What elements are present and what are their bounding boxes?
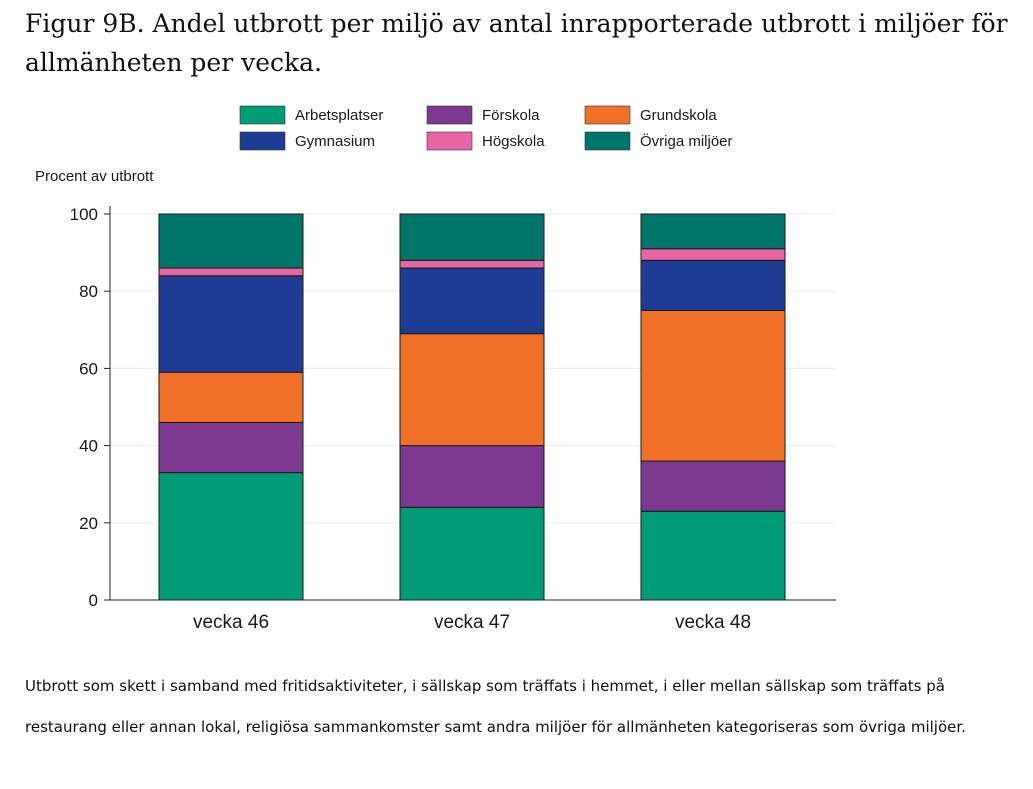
y-tick-label-0: 0 <box>89 591 98 610</box>
bar-vecka-48-forskola <box>640 460 786 512</box>
bar-vecka-47-ovriga-miljoer <box>399 213 545 261</box>
y-tick-label-60: 60 <box>79 359 98 378</box>
axes: 0 20 40 60 80 100 <box>70 205 836 610</box>
y-axis-label: Procent av utbrott <box>35 168 154 185</box>
bar-vecka-48-grundskola <box>640 310 786 462</box>
y-tick-label-40: 40 <box>79 437 98 456</box>
bar-vecka-47-arbetsplatser <box>399 506 545 601</box>
bar-vecka-46-forskola <box>158 421 304 474</box>
legend-swatch-hogskola <box>426 131 473 151</box>
footnote: Utbrott som skett i samband med fritidsa… <box>25 677 966 736</box>
legend-label-gymnasium: Gymnasium <box>295 133 375 150</box>
bar-vecka-46-hogskola <box>158 267 304 277</box>
x-tick-label-vecka-48: vecka 48 <box>675 612 751 633</box>
y-tick-label-20: 20 <box>79 514 98 533</box>
figure-title: Figur 9B. Andel utbrott per miljö av ant… <box>25 9 1008 77</box>
bar-vecka-47-hogskola <box>399 259 545 269</box>
legend-label-grundskola: Grundskola <box>640 107 717 124</box>
bar-vecka-46-arbetsplatser <box>158 472 304 601</box>
bar-vecka-46-grundskola <box>158 371 304 423</box>
bar-vecka-46-gymnasium <box>158 275 304 373</box>
legend-swatch-ovriga-miljoer <box>584 131 631 151</box>
bar-vecka-47-gymnasium <box>399 267 545 335</box>
legend-label-hogskola: Högskola <box>482 133 545 150</box>
bar-vecka-48-hogskola <box>640 248 786 261</box>
x-tick-label-vecka-47: vecka 47 <box>434 612 510 633</box>
bars <box>158 213 786 601</box>
bar-vecka-47-grundskola <box>399 333 545 447</box>
bar-vecka-48-gymnasium <box>640 259 786 312</box>
legend: Arbetsplatser Förskola Grundskola Gymnasium… <box>239 105 733 151</box>
legend-swatch-arbetsplatser <box>239 105 286 125</box>
bar-vecka-48-arbetsplatser <box>640 510 786 601</box>
legend-swatch-forskola <box>426 105 473 125</box>
legend-swatch-gymnasium <box>239 131 286 151</box>
y-tick-label-100: 100 <box>70 205 98 224</box>
y-tick-label-80: 80 <box>79 282 98 301</box>
legend-swatch-grundskola <box>584 105 631 125</box>
x-tick-label-vecka-46: vecka 46 <box>193 612 269 633</box>
chart: Arbetsplatser Förskola Grundskola Gymnasium… <box>25 95 845 645</box>
x-tick-labels: vecka 46 vecka 47 vecka 48 <box>193 612 751 633</box>
bar-vecka-48-ovriga-miljoer <box>640 213 786 250</box>
bar-vecka-46-ovriga-miljoer <box>158 213 304 269</box>
legend-label-ovriga-miljoer: Övriga miljöer <box>640 132 733 150</box>
legend-label-arbetsplatser: Arbetsplatser <box>295 107 383 124</box>
bar-vecka-47-forskola <box>399 445 545 508</box>
legend-label-forskola: Förskola <box>482 107 540 124</box>
stacked-bar-chart: Arbetsplatser Förskola Grundskola Gymnasium… <box>35 105 836 633</box>
